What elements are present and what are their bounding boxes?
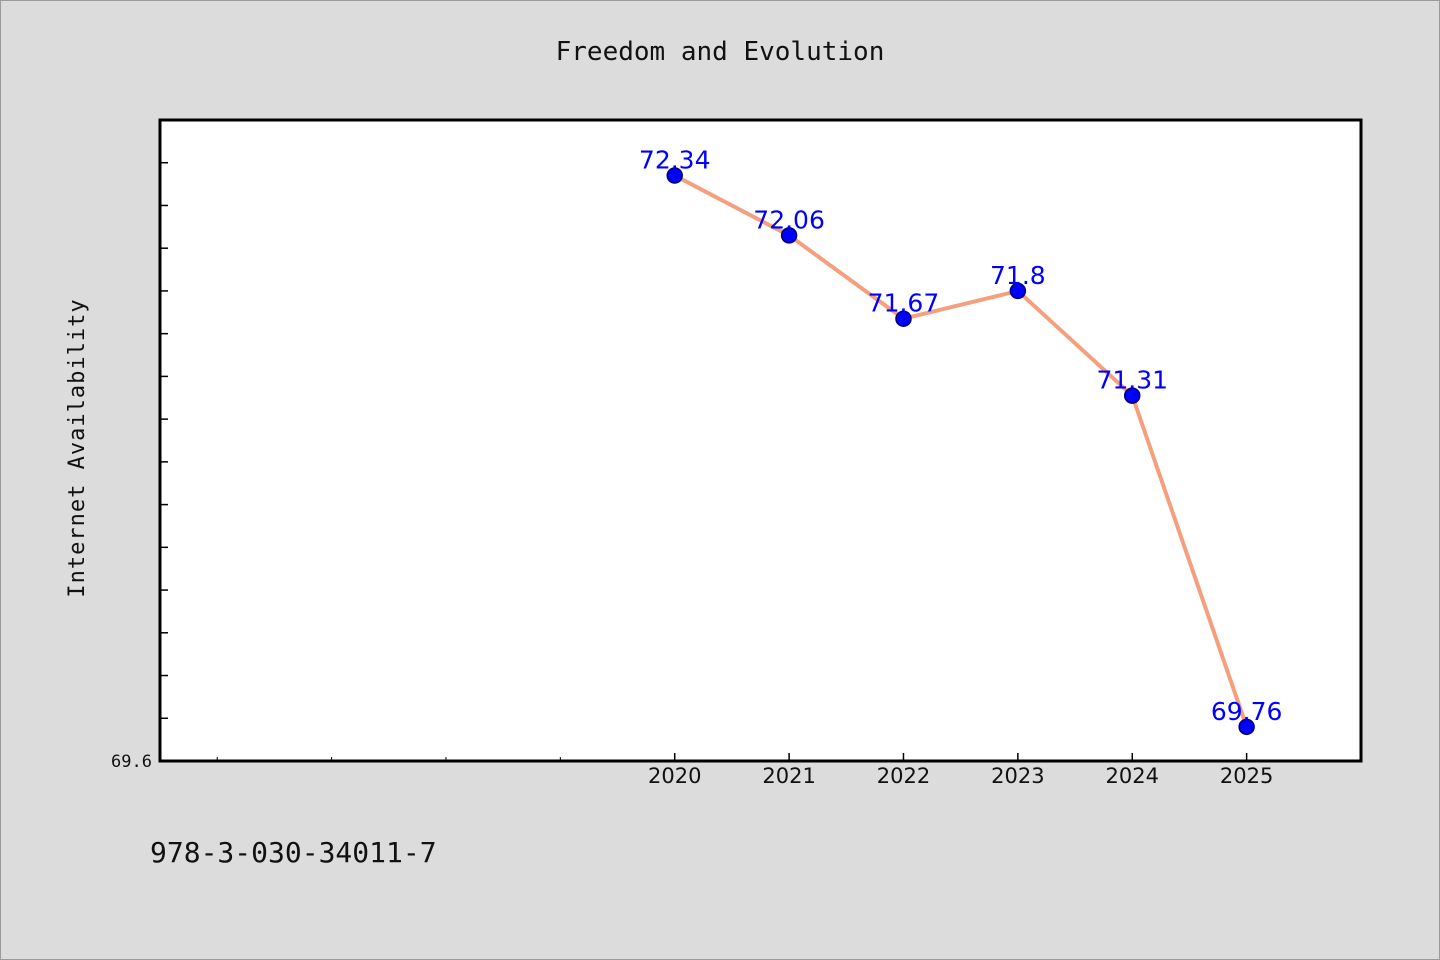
- data-label: 72.06: [753, 205, 825, 234]
- data-label: 71.31: [1096, 366, 1168, 395]
- data-point: [780, 227, 798, 244]
- y-axis-label: Internet Availability: [65, 298, 90, 597]
- data-point: [666, 167, 683, 184]
- x-axis-tick-labels: 2020 2021 2022 2023 2024 2025: [648, 764, 1273, 788]
- plot-area: [160, 120, 1361, 761]
- data-label: 72.34: [639, 146, 711, 175]
- plot-border: [158, 118, 1363, 763]
- x-tick-label: 2024: [1106, 764, 1159, 788]
- data-point: [895, 310, 912, 327]
- data-point: [1238, 718, 1255, 736]
- data-labels: 72.34 72.06 71.67 71.8 71.31 69.76: [639, 146, 1282, 726]
- data-label: 69.76: [1211, 697, 1283, 726]
- chart-title: Freedom and Evolution: [556, 37, 885, 67]
- x-tick-label: 2022: [877, 764, 930, 788]
- data-label: 71.67: [868, 289, 940, 318]
- data-label: 71.8: [990, 261, 1046, 290]
- y-axis-tick-labels: 69.6: [111, 752, 152, 772]
- y-tick-label: 69.6: [111, 752, 152, 772]
- x-tick-label: 2025: [1220, 764, 1273, 788]
- series-line: [672, 173, 1249, 729]
- x-tick-label: 2021: [762, 764, 815, 788]
- data-point: [1123, 387, 1141, 404]
- x-tick-label: 2020: [648, 764, 701, 788]
- data-point: [1009, 282, 1027, 300]
- x-tick-label: 2023: [991, 764, 1044, 788]
- isbn-text: 978-3-030-34011-7: [150, 836, 437, 869]
- data-points: [666, 167, 1255, 736]
